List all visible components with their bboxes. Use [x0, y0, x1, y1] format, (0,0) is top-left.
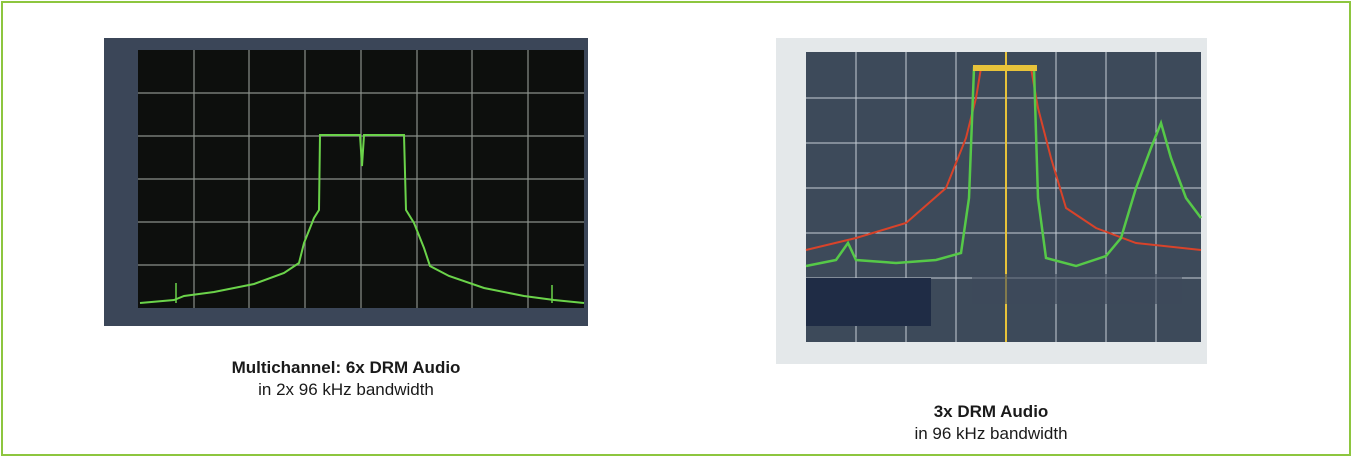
caption-title: Multichannel: 6x DRM Audio: [231, 358, 461, 377]
caption-title: 3x DRM Audio: [933, 402, 1049, 421]
caption: Multichannel: 6x DRM Audio in 2x 96 kHz …: [196, 357, 496, 401]
caption: 3x DRM Audio in 96 kHz bandwidth: [841, 401, 1141, 445]
caption-subtitle: in 96 kHz bandwidth: [914, 424, 1068, 443]
spectrum-image-left: [104, 38, 588, 326]
caption-subtitle: in 2x 96 kHz bandwidth: [258, 380, 434, 399]
spectrum-image-right: [776, 38, 1207, 364]
